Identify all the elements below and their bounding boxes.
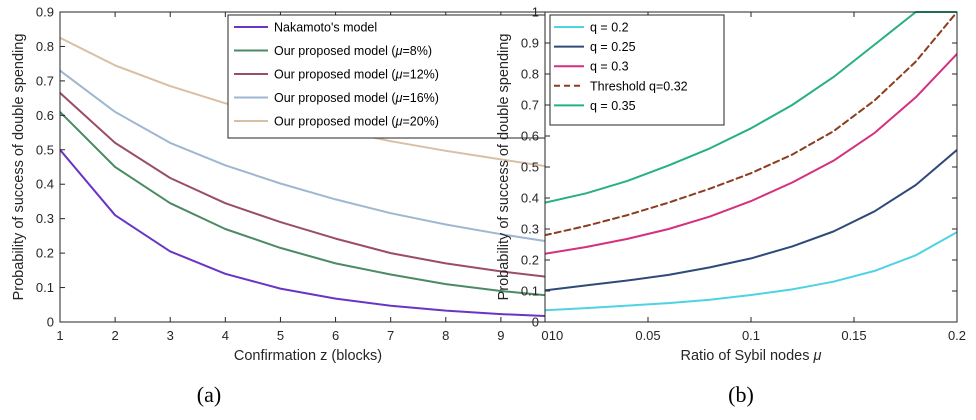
y-tick-label: 0.6 bbox=[36, 108, 54, 123]
y-tick-label: 0.5 bbox=[521, 160, 539, 175]
legend-entry-2: q = 0.25 bbox=[590, 40, 636, 54]
y-tick-label: 0.9 bbox=[36, 5, 54, 20]
panel-caption: (b) bbox=[728, 382, 754, 407]
legend: q = 0.2 q = 0.25 q = 0.3 Threshold q=0.32 q … bbox=[549, 14, 725, 126]
legend-entry-5-symbol: μ bbox=[395, 115, 403, 129]
legend-entry-4-text: Threshold q=0.32 bbox=[590, 79, 688, 93]
y-tick-label: 0.2 bbox=[36, 246, 54, 261]
legend-entry-3-text-end: =12%) bbox=[402, 68, 438, 82]
legend-entry-3-text: Our proposed model ( bbox=[274, 68, 396, 82]
x-tick-label: 0.15 bbox=[841, 328, 866, 343]
x-tick-label: 0.1 bbox=[742, 328, 760, 343]
x-tick-label: 4 bbox=[222, 328, 229, 343]
legend-entry-2-text: Our proposed model ( bbox=[274, 44, 396, 58]
y-tick-label: 0.4 bbox=[521, 191, 539, 206]
series-line-4 bbox=[60, 69, 556, 244]
legend-box bbox=[549, 14, 725, 126]
x-tick-label: 0.2 bbox=[948, 328, 966, 343]
legend-entry-3-symbol: μ bbox=[395, 68, 403, 82]
series-line-5 bbox=[545, 11, 957, 204]
y-tick-label: 0.1 bbox=[521, 284, 539, 299]
series-line-2 bbox=[60, 110, 556, 298]
y-tick-label: 0.2 bbox=[521, 253, 539, 268]
legend-entry-2-symbol: μ bbox=[395, 44, 403, 58]
y-axis-label: Probability of success of double spendin… bbox=[496, 34, 512, 301]
y-tick-label: 0.8 bbox=[36, 39, 54, 54]
legend-entry-5: Our proposed model (μ=20%) bbox=[274, 115, 439, 129]
legend-entry-4-symbol: μ bbox=[395, 91, 403, 105]
y-tick-label: 1 bbox=[532, 5, 539, 20]
legend-entry-5-text: Our proposed model ( bbox=[274, 115, 396, 129]
legend-entry-2-text-end: =8%) bbox=[402, 44, 432, 58]
x-axis-label-symbol: μ bbox=[813, 348, 822, 364]
series-line-3 bbox=[545, 52, 957, 255]
legend-entry-5: q = 0.35 bbox=[590, 99, 636, 113]
legend-entry-4-text: Our proposed model ( bbox=[274, 91, 396, 105]
x-tick-label: 0 bbox=[541, 328, 548, 343]
x-axis-label: Ratio of Sybil nodes μ bbox=[681, 348, 822, 364]
series-lines bbox=[545, 11, 957, 312]
y-tick-label: 0 bbox=[532, 315, 539, 330]
series-line-4 bbox=[545, 11, 957, 237]
x-tick-label: 5 bbox=[277, 328, 284, 343]
x-tick-label: 7 bbox=[387, 328, 394, 343]
y-tick-label: 0.7 bbox=[521, 98, 539, 113]
y-tick-label: 0.6 bbox=[521, 129, 539, 144]
series-line-1 bbox=[545, 231, 957, 312]
y-tick-label: 0.4 bbox=[36, 177, 54, 192]
chart-panel-b: 0 0.05 0.1 0.15 0.2 0 0.1 0.2 0.3 0.4 0.5 0.6 0.7 0.8… bbox=[496, 5, 966, 408]
x-tick-label: 2 bbox=[111, 328, 118, 343]
legend-entry-3: q = 0.3 bbox=[590, 60, 629, 74]
y-tick-label: 0.1 bbox=[36, 280, 54, 295]
legend-entry-1: Nakamoto's model bbox=[274, 21, 377, 35]
x-tick-label: 3 bbox=[167, 328, 174, 343]
series-line-1 bbox=[60, 148, 556, 318]
y-tick-label: 0.8 bbox=[521, 67, 539, 82]
chart-panel-a: 1 2 3 4 5 6 7 8 9 1000.10.20.30.40.50.60.70.80.9C… bbox=[11, 5, 563, 408]
x-tick-label: 1 bbox=[56, 328, 63, 343]
y-tick-label: 0.3 bbox=[36, 211, 54, 226]
legend-entry-4: Threshold q=0.32 bbox=[590, 79, 688, 93]
legend-entry-4: Our proposed model (μ=16%) bbox=[274, 91, 439, 105]
y-tick-label: 0.5 bbox=[36, 142, 54, 157]
panel-caption: (a) bbox=[197, 382, 221, 407]
y-tick-label: 0 bbox=[47, 315, 54, 330]
legend-entry-1-text: Nakamoto's model bbox=[274, 21, 377, 35]
legend-entry-2-text: q = 0.25 bbox=[590, 40, 636, 54]
y-axis-label: Probability of success of double spendin… bbox=[11, 34, 27, 301]
y-tick-label: 0.9 bbox=[521, 36, 539, 51]
legend-entry-3-text: q = 0.3 bbox=[590, 60, 629, 74]
y-tick-label: 0.3 bbox=[521, 222, 539, 237]
series-line-3 bbox=[60, 91, 556, 279]
x-tick-label: 10 bbox=[549, 328, 563, 343]
series-line-2 bbox=[545, 148, 957, 292]
y-tick-label: 0.7 bbox=[36, 73, 54, 88]
x-tick-label: 9 bbox=[497, 328, 504, 343]
legend-entry-4-text-end: =16%) bbox=[402, 91, 438, 105]
x-tick-label: 6 bbox=[332, 328, 339, 343]
legend-entry-5-text: q = 0.35 bbox=[590, 99, 636, 113]
legend-entry-5-text-end: =20%) bbox=[402, 115, 438, 129]
legend-entry-1-text: q = 0.2 bbox=[590, 21, 629, 35]
x-axis-label-text: Ratio of Sybil nodes bbox=[681, 348, 814, 364]
x-tick-label: 0.05 bbox=[635, 328, 660, 343]
legend-entry-3: Our proposed model (μ=12%) bbox=[274, 68, 439, 82]
legend-entry-2: Our proposed model (μ=8%) bbox=[274, 44, 432, 58]
x-tick-label: 8 bbox=[442, 328, 449, 343]
series-lines bbox=[60, 36, 556, 318]
x-axis-label: Confirmation z (blocks) bbox=[234, 348, 382, 364]
legend-box bbox=[227, 14, 555, 139]
legend-entry-1: q = 0.2 bbox=[590, 21, 629, 35]
